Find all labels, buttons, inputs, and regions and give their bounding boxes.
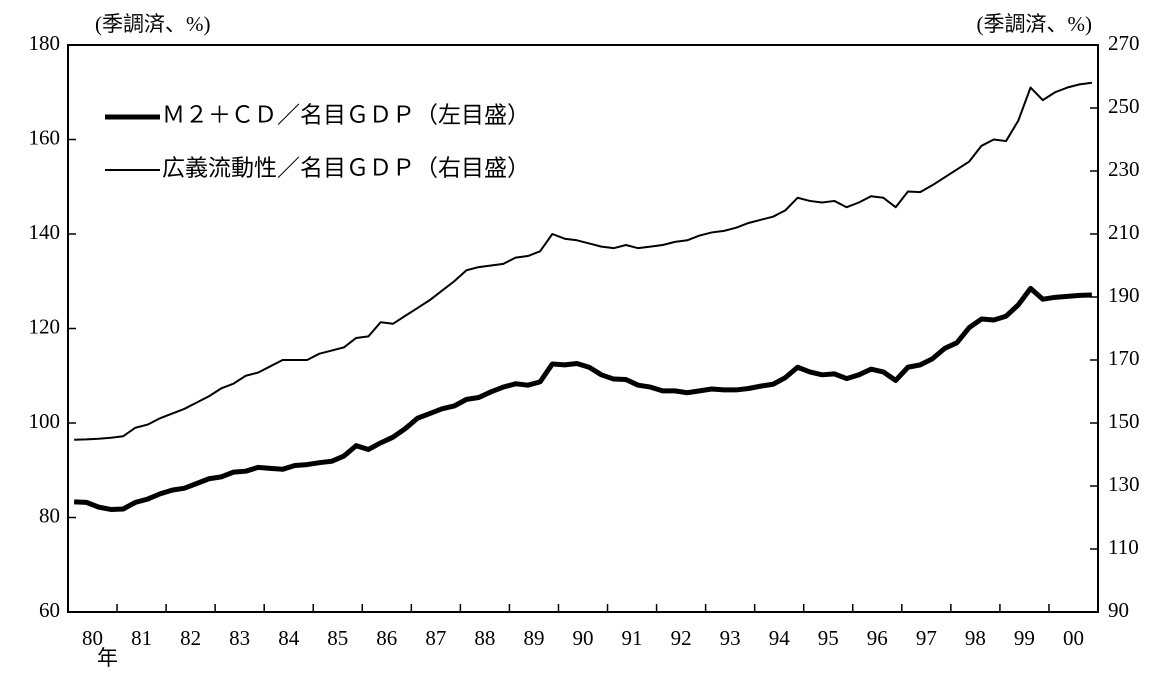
y2-tick-label: 150 <box>1108 409 1140 433</box>
x-unit: 年 <box>97 646 118 670</box>
x-tick-label: 90 <box>573 626 594 650</box>
y-tick-label: 180 <box>29 31 61 55</box>
x-tick-label: 80 <box>82 626 103 650</box>
y-tick-label: 100 <box>29 409 61 433</box>
y2-tick-label: 210 <box>1108 220 1140 244</box>
plot-frame <box>67 44 1099 613</box>
y-unit: (季調済、%) <box>95 12 210 36</box>
y-tick-label: 60 <box>39 598 60 622</box>
x-tick-label: 94 <box>769 626 791 650</box>
x-tick-label: 81 <box>131 626 152 650</box>
x-tick-label: 92 <box>671 626 692 650</box>
y-tick-label: 160 <box>29 125 61 149</box>
x-tick-label: 83 <box>229 626 250 650</box>
y2-tick-label: 110 <box>1108 535 1139 559</box>
x-tick-label: 91 <box>622 626 643 650</box>
y2-tick-label: 90 <box>1108 598 1129 622</box>
y2-tick-label: 170 <box>1108 346 1140 370</box>
x-tick-label: 95 <box>818 626 839 650</box>
x-tick-label: 88 <box>474 626 495 650</box>
x-tick-label: 99 <box>1014 626 1035 650</box>
y-tick-label: 140 <box>29 220 61 244</box>
x-tick-label: 84 <box>278 626 300 650</box>
x-tick-label: 85 <box>327 626 348 650</box>
series-line <box>74 285 1092 512</box>
y2-unit: (季調済、%) <box>977 12 1092 36</box>
y2-tick-label: 250 <box>1108 94 1140 118</box>
y2-tick-label: 270 <box>1108 31 1140 55</box>
y2-tick-label: 130 <box>1108 472 1140 496</box>
y2-tick-label: 230 <box>1108 157 1140 181</box>
y-tick-label: 80 <box>39 503 60 527</box>
x-tick-label: 97 <box>916 626 937 650</box>
x-tick-label: 87 <box>425 626 446 650</box>
x-tick-label: 86 <box>376 626 397 650</box>
x-tick-label: 89 <box>523 626 544 650</box>
y-tick-label: 120 <box>29 314 61 338</box>
x-tick-label: 93 <box>720 626 741 650</box>
x-tick-label: 82 <box>180 626 201 650</box>
x-tick-label: 00 <box>1063 626 1084 650</box>
x-tick-label: 96 <box>867 626 888 650</box>
x-tick-label: 98 <box>965 626 986 650</box>
legend-label: Ｍ２＋ＣＤ／名目ＧＤＰ（左目盛） <box>162 102 530 127</box>
legend-label: 広義流動性／名目ＧＤＰ（右目盛） <box>162 155 530 180</box>
series-line <box>74 81 1092 441</box>
y2-tick-label: 190 <box>1108 283 1140 307</box>
